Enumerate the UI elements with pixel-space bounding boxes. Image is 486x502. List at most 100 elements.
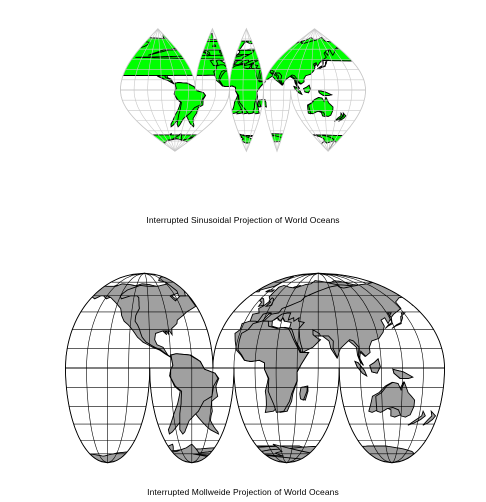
meridian-line	[157, 28, 176, 90]
sinusoidal-map	[120, 27, 366, 153]
sinusoidal-graticule	[120, 27, 366, 153]
land-eurasia	[261, 280, 423, 366]
meridian-line	[297, 28, 315, 90]
lobe-outline	[338, 367, 445, 464]
meridian-line	[147, 28, 159, 90]
meridian-line	[170, 368, 192, 464]
lobe-outline	[195, 27, 230, 91]
meridian-line	[144, 272, 193, 369]
meridian-line	[269, 28, 315, 91]
meridian-line	[133, 28, 159, 91]
meridian-line	[275, 272, 319, 369]
meridian-line	[254, 272, 319, 369]
meridian-line	[314, 28, 339, 91]
land-south-america	[173, 82, 206, 128]
sinusoidal-map-panel: Interrupted Sinusoidal Projection of Wor…	[0, 0, 486, 240]
land-japan	[317, 59, 326, 70]
meridian-line	[133, 89, 176, 152]
meridian-line	[246, 28, 257, 90]
land-madagascar	[299, 385, 308, 401]
meridian-line	[269, 89, 278, 152]
land-british-isles	[257, 297, 265, 307]
meridian-line	[174, 89, 217, 152]
land-iceland	[212, 44, 217, 47]
meridian-line	[360, 367, 392, 464]
meridian-line	[275, 368, 287, 464]
meridian-line	[296, 272, 319, 369]
meridian-line	[147, 89, 176, 152]
meridian-line	[318, 272, 403, 369]
meridian-line	[391, 368, 424, 464]
meridian-line	[314, 28, 353, 91]
mollweide-caption: Interrupted Mollweide Projection of Worl…	[147, 487, 339, 497]
meridian-line	[174, 90, 189, 152]
land-sumatra	[354, 360, 368, 377]
lobe-outline	[263, 89, 291, 153]
meridian-line	[327, 90, 339, 152]
meridian-line	[310, 90, 329, 152]
meridian-line	[283, 28, 315, 91]
meridian-line	[381, 367, 393, 464]
land-new-guinea	[392, 368, 414, 379]
meridian-line	[286, 368, 298, 464]
land-borneo	[303, 84, 311, 94]
land-greenland	[227, 275, 272, 297]
lobe-outline	[149, 367, 235, 464]
meridian-line	[391, 368, 403, 464]
land-antarctica	[130, 132, 223, 152]
meridian-line	[201, 28, 213, 90]
meridian-line	[107, 272, 145, 369]
land-japan	[384, 312, 394, 329]
meridian-line	[254, 367, 287, 464]
land-british-isles	[201, 50, 211, 57]
lobe-outline	[212, 272, 445, 369]
meridian-line	[276, 90, 285, 152]
lobe-outline	[262, 28, 366, 91]
meridian-line	[191, 367, 214, 464]
mollweide-map-panel: Interrupted Mollweide Projection of Worl…	[0, 255, 486, 502]
meridian-line	[144, 273, 150, 368]
meridian-line	[246, 90, 257, 152]
lobe-outline	[120, 28, 196, 91]
lobe-outline	[229, 89, 264, 153]
lobe-outline	[120, 89, 230, 152]
sinusoidal-land-layer	[120, 32, 366, 152]
mollweide-map	[65, 272, 445, 464]
meridian-line	[86, 368, 108, 464]
land-greenland	[175, 32, 189, 50]
land-borneo	[369, 358, 381, 374]
meridian-line	[297, 89, 329, 152]
lobe-outline	[229, 27, 264, 91]
meridian-line	[86, 272, 145, 369]
lobe-outline	[290, 89, 366, 152]
meridian-line	[324, 90, 329, 152]
meridian-line	[174, 89, 203, 152]
lobe-outline	[65, 367, 151, 464]
meridian-line	[212, 28, 217, 90]
meridian-line	[107, 367, 129, 464]
mollweide-graticule	[65, 272, 445, 464]
land-iceland	[213, 289, 222, 293]
sinusoidal-caption: Interrupted Sinusoidal Projection of Wor…	[146, 215, 340, 225]
meridian-line	[157, 28, 189, 91]
lobe-outline	[233, 367, 340, 464]
land-antarctica	[266, 133, 366, 152]
meridian-line	[318, 272, 382, 369]
meridian-line	[233, 272, 319, 369]
land-new-guinea	[317, 90, 333, 96]
lobe-outline	[65, 272, 214, 369]
meridian-line	[144, 272, 172, 369]
meridian-line	[286, 367, 319, 464]
meridian-line	[128, 272, 145, 368]
meridian-line	[318, 272, 340, 368]
meridian-line	[242, 90, 247, 152]
meridian-line	[157, 28, 162, 90]
meridian-line	[314, 28, 325, 91]
land-iceland	[190, 44, 196, 47]
meridian-line	[318, 272, 361, 369]
land-south-america	[169, 353, 219, 435]
land-greenland	[186, 276, 213, 297]
meridian-line	[310, 28, 315, 90]
meridian-line	[327, 89, 353, 152]
meridian-line	[318, 272, 424, 369]
